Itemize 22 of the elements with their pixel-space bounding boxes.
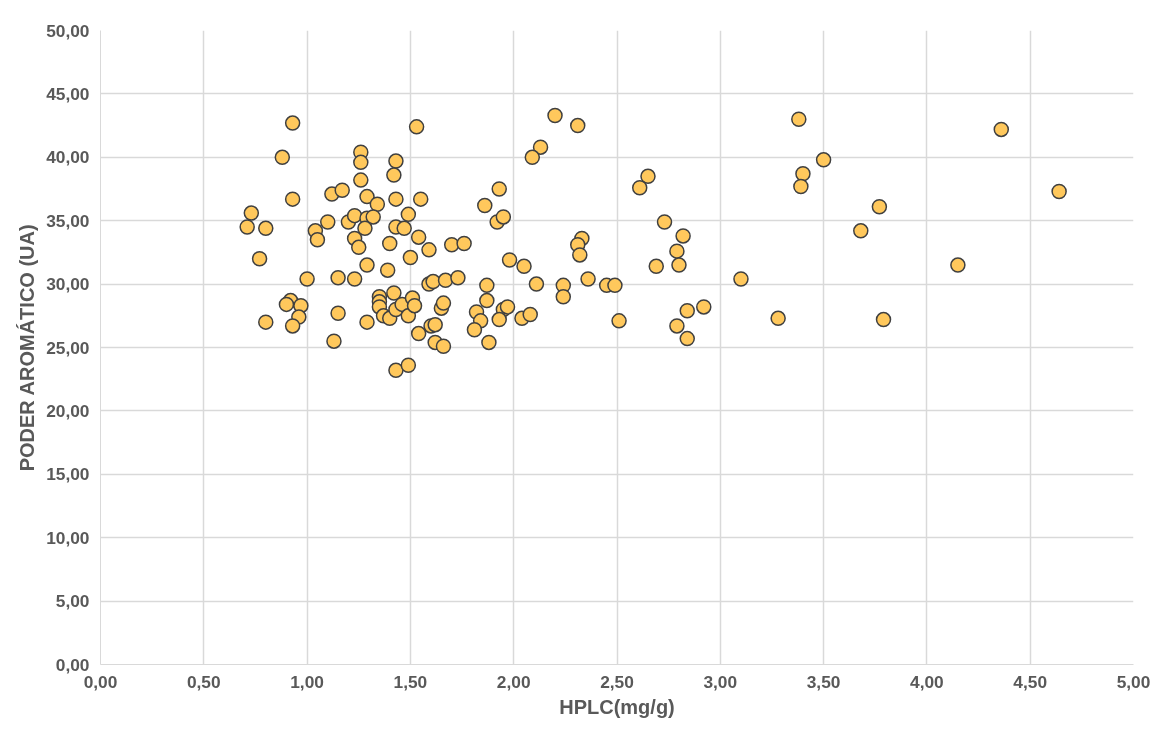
- x-tick-label: 2,50: [600, 671, 634, 692]
- y-tick-label: 5,00: [55, 591, 90, 612]
- x-tick-label: 5,00: [1116, 671, 1151, 692]
- y-tick-label: 15,00: [46, 464, 90, 485]
- y-tick-label: 35,00: [46, 210, 90, 231]
- x-tick-label: 4,00: [910, 671, 944, 692]
- x-tick-label: 3,50: [806, 671, 841, 692]
- y-tick-label: 20,00: [46, 400, 90, 421]
- y-axis-title: PODER AROMÁTICO (UA): [16, 224, 39, 472]
- y-tick-label: 25,00: [46, 337, 90, 358]
- y-tick-label: 40,00: [46, 147, 90, 168]
- x-tick-label: 3,00: [703, 671, 738, 692]
- y-tick-label: 10,00: [46, 527, 90, 548]
- y-tick-label: 45,00: [46, 83, 90, 104]
- y-tick-label: 50,00: [46, 20, 90, 41]
- x-tick-label: 0,50: [186, 671, 221, 692]
- x-axis-title: HPLC(mg/g): [559, 695, 675, 718]
- x-tick-label: 1,00: [290, 671, 324, 692]
- x-tick-label: 1,50: [393, 671, 428, 692]
- x-tick-label: 4,50: [1013, 671, 1048, 692]
- x-tick-label: 2,00: [496, 671, 531, 692]
- y-tick-label: 30,00: [46, 274, 90, 295]
